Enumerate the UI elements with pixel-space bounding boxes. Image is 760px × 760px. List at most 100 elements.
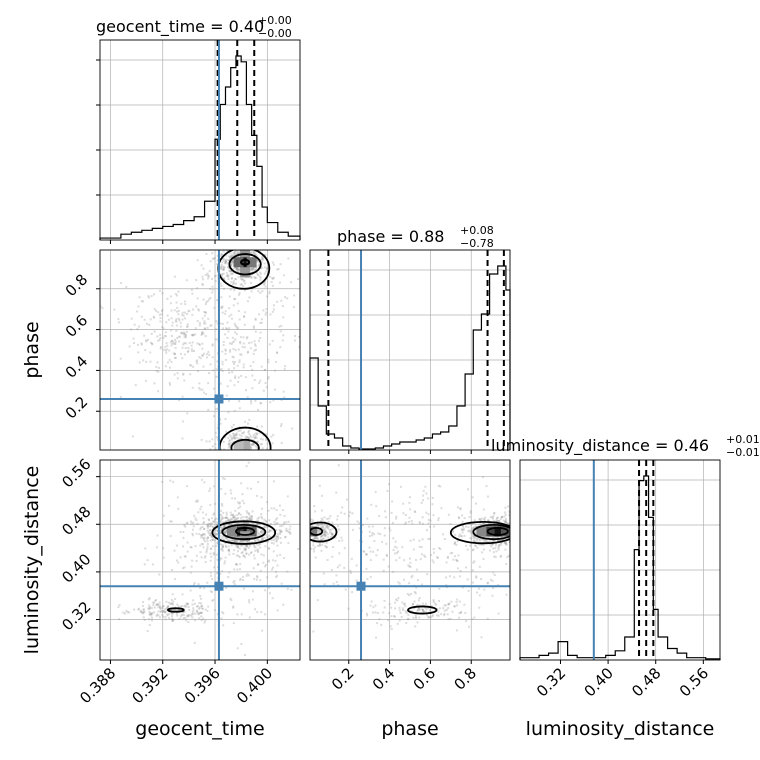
sample-point <box>238 547 241 550</box>
sample-point <box>233 518 236 521</box>
sample-point <box>159 610 162 613</box>
sample-point <box>216 263 219 266</box>
sample-point <box>190 613 193 616</box>
sample-point <box>207 536 210 539</box>
sample-point <box>203 587 206 590</box>
sample-point <box>494 555 497 558</box>
sample-point <box>398 582 401 585</box>
sample-point <box>204 608 207 611</box>
sample-point <box>192 349 195 352</box>
sample-point <box>474 540 477 543</box>
sample-point <box>513 524 515 526</box>
sample-point <box>221 363 224 366</box>
sample-point <box>198 324 201 327</box>
sample-point <box>232 437 235 440</box>
sample-point <box>282 334 285 337</box>
xlabel-geocent-time: geocent_time <box>135 718 264 740</box>
sample-point <box>252 326 255 329</box>
sample-point <box>133 608 136 611</box>
contour-line <box>407 605 438 615</box>
sample-point <box>254 549 257 552</box>
sample-point <box>264 382 267 385</box>
sample-point <box>201 511 204 514</box>
sample-point <box>469 511 472 514</box>
sample-point <box>267 540 270 543</box>
y-tick-label: 0.48 <box>58 503 94 539</box>
sample-point <box>417 609 420 612</box>
sample-point <box>408 496 411 499</box>
sample-point <box>201 611 204 614</box>
sample-point <box>465 525 468 528</box>
sample-point <box>170 618 173 621</box>
sample-point <box>253 277 256 280</box>
sample-point <box>232 516 235 519</box>
sample-point <box>455 559 458 562</box>
sample-point <box>168 358 171 361</box>
sample-point <box>242 554 245 557</box>
sample-point <box>327 533 330 536</box>
sample-point <box>330 536 333 539</box>
sample-point <box>320 536 323 539</box>
sample-point <box>500 554 503 557</box>
sample-point <box>186 325 189 328</box>
sample-point <box>224 310 227 313</box>
sample-point <box>144 348 147 351</box>
y-tick-label: 0.32 <box>58 598 94 634</box>
sample-point <box>507 554 510 557</box>
sample-point <box>496 535 499 538</box>
sample-point <box>253 544 256 547</box>
sample-point <box>203 540 206 543</box>
sample-point <box>240 643 243 646</box>
histogram-phase <box>309 265 511 450</box>
sample-point <box>429 519 432 522</box>
sample-point <box>528 518 530 520</box>
sample-point <box>221 527 224 530</box>
sample-point <box>267 560 270 563</box>
sample-point <box>421 608 424 611</box>
sample-point <box>256 453 258 455</box>
sample-point <box>274 388 277 391</box>
sample-point <box>248 296 251 299</box>
sample-point <box>238 247 240 249</box>
sample-point <box>374 611 377 614</box>
sample-point <box>236 513 239 516</box>
sample-point <box>224 333 227 336</box>
sample-point <box>294 339 297 342</box>
sample-point <box>191 528 194 531</box>
sample-point <box>270 522 273 525</box>
sample-point <box>192 613 195 616</box>
sample-point <box>186 485 189 488</box>
sample-point <box>236 252 239 255</box>
sample-point <box>470 523 473 526</box>
sample-point <box>216 259 219 262</box>
sample-point <box>307 532 309 534</box>
sample-point <box>182 343 185 346</box>
sample-point <box>525 529 527 531</box>
sample-point <box>433 551 436 554</box>
sample-point <box>262 242 264 244</box>
sample-point <box>228 571 231 574</box>
sample-point <box>196 499 199 502</box>
sample-point <box>205 513 208 516</box>
sample-point <box>259 402 262 405</box>
sample-point <box>173 549 176 552</box>
sample-point <box>522 543 524 545</box>
sample-point <box>208 529 211 532</box>
sample-point <box>113 308 116 311</box>
sample-point <box>231 272 234 275</box>
sample-point <box>449 523 452 526</box>
sample-point <box>190 614 193 617</box>
sample-point <box>411 610 414 613</box>
sample-point <box>150 332 153 335</box>
sample-point <box>329 532 332 535</box>
sample-point <box>320 538 323 541</box>
sample-point <box>171 321 174 324</box>
sample-point <box>162 609 165 612</box>
sample-point <box>361 524 364 527</box>
sample-point <box>508 510 510 513</box>
sample-point <box>181 357 184 360</box>
sample-point <box>234 536 237 539</box>
sample-point <box>230 343 233 346</box>
sample-point <box>241 493 244 496</box>
